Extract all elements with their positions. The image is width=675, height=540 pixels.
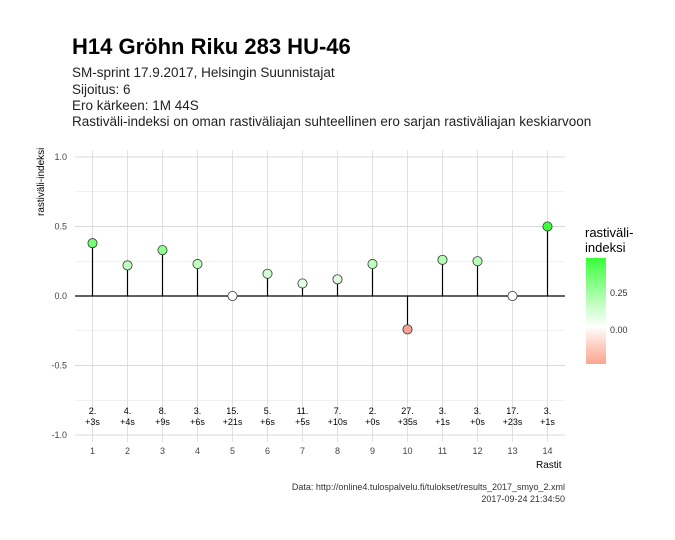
- legend-title-line1: rastiväli-: [585, 225, 634, 240]
- y-tick-label: -1.0: [51, 430, 67, 440]
- data-point: [402, 324, 413, 335]
- x-tick-label: 12: [472, 446, 482, 456]
- legend-tick-000: 0.00: [610, 325, 628, 335]
- diff-label: +23s: [503, 417, 523, 427]
- rank-label: 3.: [544, 406, 552, 416]
- data-point: [262, 268, 273, 279]
- data-point: [437, 254, 448, 265]
- rank-label: 11.: [297, 406, 309, 416]
- diff-label: +3s: [85, 417, 100, 427]
- x-tick-label: 1: [90, 446, 95, 456]
- rank-label: 2.: [89, 406, 97, 416]
- data-point: [542, 221, 553, 232]
- x-tick-label: 3: [160, 446, 165, 456]
- legend-color-bar: [586, 258, 606, 364]
- x-tick-label: 2: [125, 446, 130, 456]
- y-tick-label: 0.0: [54, 291, 67, 301]
- x-tick-label: 5: [230, 446, 235, 456]
- diff-label: +6s: [190, 417, 205, 427]
- y-tick-labels: 1.0 0.5 0.0 -0.5 -1.0: [51, 152, 67, 440]
- legend-tick-025: 0.25: [610, 288, 628, 298]
- y-tick-label: 0.5: [54, 221, 67, 231]
- rank-label: 15.: [226, 406, 239, 416]
- diff-label: +1s: [435, 417, 450, 427]
- subtitle-gap: Ero kärkeen: 1M 44S: [72, 98, 199, 113]
- data-point: [122, 260, 133, 271]
- data-point: [227, 290, 238, 301]
- split-annotations: 2.+3s4.+4s8.+9s3.+6s15.+21s5.+6s11.+5s7.…: [85, 406, 555, 427]
- x-tick-label: 7: [300, 446, 305, 456]
- data-point: [472, 256, 483, 267]
- diff-label: +0s: [365, 417, 380, 427]
- x-tick-label: 11: [438, 446, 447, 456]
- rank-label: 4.: [124, 406, 132, 416]
- timestamp: 2017-09-24 21:34:50: [481, 494, 565, 504]
- rank-label: 3.: [439, 406, 447, 416]
- subtitle-placement: Sijoitus: 6: [72, 82, 131, 97]
- x-tick-label: 4: [195, 446, 200, 456]
- rank-label: 3.: [194, 406, 202, 416]
- data-point: [157, 245, 168, 256]
- subtitle-event: SM-sprint 17.9.2017, Helsingin Suunnista…: [72, 65, 335, 80]
- rank-label: 2.: [369, 406, 377, 416]
- x-axis-label: Rastit: [536, 460, 562, 471]
- legend-title-line2: indeksi: [585, 240, 626, 255]
- diff-label: +35s: [398, 417, 418, 427]
- x-tick-label: 8: [335, 446, 340, 456]
- diff-label: +21s: [223, 417, 243, 427]
- lollipop-stems: [91, 226, 549, 330]
- x-tick-label: 9: [370, 446, 375, 456]
- rank-label: 7.: [334, 406, 342, 416]
- x-tick-label: 6: [265, 446, 270, 456]
- diff-label: +1s: [540, 417, 555, 427]
- diff-label: +10s: [328, 417, 348, 427]
- data-point: [507, 290, 518, 301]
- subtitle-description: Rastiväli-indeksi on oman rastiväliajan …: [72, 114, 592, 129]
- y-tick-label: 1.0: [54, 152, 67, 162]
- rank-label: 27.: [401, 406, 414, 416]
- x-tick-label: 13: [507, 446, 517, 456]
- y-tick-label: -0.5: [51, 361, 67, 371]
- x-tick-labels: 1 2 3 4 5 6 7 8 9 10 11 12 13 14: [90, 446, 553, 456]
- y-axis-label: rastiväli-indeksi: [36, 147, 47, 216]
- rank-label: 8.: [159, 406, 167, 416]
- data-point: [192, 259, 203, 270]
- diff-label: +4s: [120, 417, 135, 427]
- chart-title: H14 Gröhn Riku 283 HU-46: [72, 34, 351, 59]
- rank-label: 3.: [474, 406, 482, 416]
- diff-label: +9s: [155, 417, 170, 427]
- x-tick-label: 10: [402, 446, 412, 456]
- diff-label: +5s: [295, 417, 310, 427]
- data-point: [87, 238, 98, 249]
- rank-label: 17.: [506, 406, 519, 416]
- data-source: Data: http://online4.tulospalvelu.fi/tul…: [291, 482, 565, 492]
- data-point: [367, 259, 378, 270]
- data-point: [297, 278, 308, 289]
- rank-label: 5.: [264, 406, 272, 416]
- data-point: [332, 274, 343, 285]
- diff-label: +6s: [260, 417, 275, 427]
- diff-label: +0s: [470, 417, 485, 427]
- lollipop-points: [87, 221, 553, 335]
- x-tick-label: 14: [542, 446, 552, 456]
